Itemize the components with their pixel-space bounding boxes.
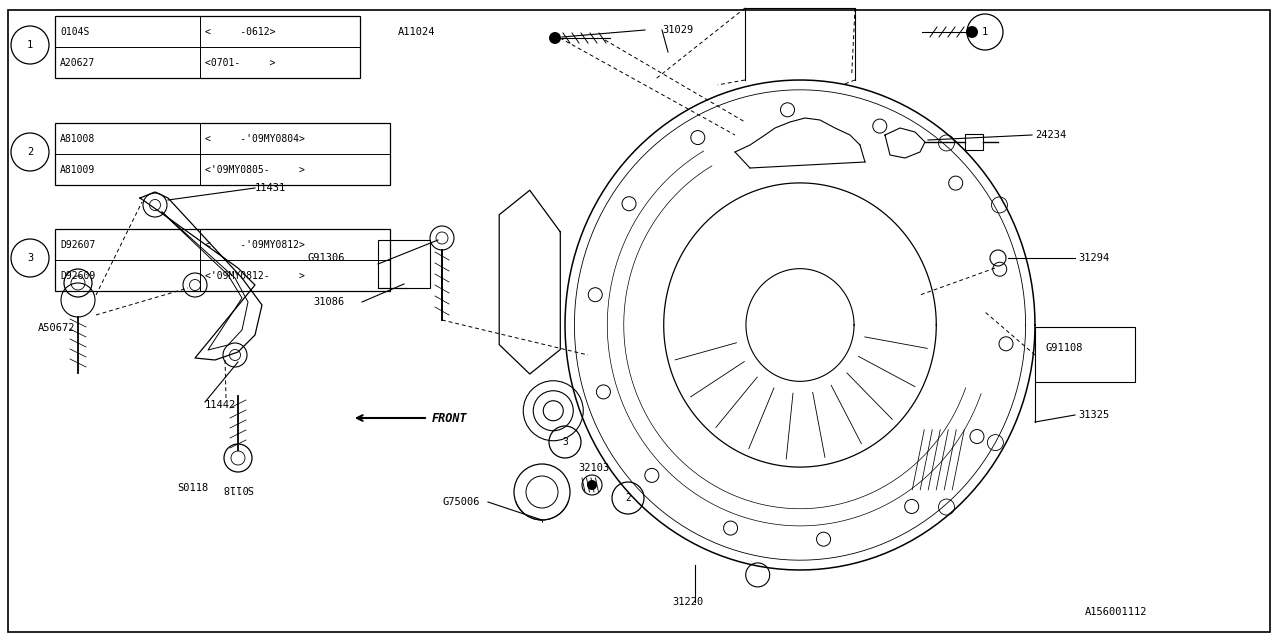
Text: A50672: A50672 <box>38 323 76 333</box>
Text: A11024: A11024 <box>398 27 435 37</box>
Text: 11431: 11431 <box>255 183 287 193</box>
Text: A156001112: A156001112 <box>1085 607 1147 617</box>
Text: 2: 2 <box>625 493 631 503</box>
Bar <box>55 229 390 291</box>
Text: A81008: A81008 <box>60 134 95 143</box>
Text: A20627: A20627 <box>60 58 95 67</box>
Bar <box>378 240 430 288</box>
Text: 3: 3 <box>27 253 33 263</box>
Bar <box>1036 327 1135 382</box>
Text: <0701-     >: <0701- > <box>205 58 275 67</box>
Text: <'09MY0805-     >: <'09MY0805- > <box>205 164 305 175</box>
Text: S0118: S0118 <box>177 483 209 493</box>
Text: 31325: 31325 <box>1078 410 1110 420</box>
Text: 31294: 31294 <box>1078 253 1110 263</box>
Circle shape <box>966 26 978 38</box>
Text: G91108: G91108 <box>1044 343 1083 353</box>
Text: 31220: 31220 <box>672 597 703 607</box>
Text: D92607: D92607 <box>60 239 95 250</box>
Bar <box>55 16 360 78</box>
Text: 11442: 11442 <box>205 400 237 410</box>
Text: 3: 3 <box>562 437 568 447</box>
Text: 32103: 32103 <box>579 463 609 473</box>
Circle shape <box>588 480 596 490</box>
Text: 2: 2 <box>27 147 33 157</box>
Bar <box>965 134 983 150</box>
Text: 1: 1 <box>27 40 33 50</box>
Text: <'09MY0812-     >: <'09MY0812- > <box>205 271 305 280</box>
Text: 0104S: 0104S <box>60 26 90 36</box>
Text: 1: 1 <box>982 27 988 37</box>
Text: <     -'09MY0804>: < -'09MY0804> <box>205 134 305 143</box>
Text: 31086: 31086 <box>314 297 346 307</box>
Text: 24234: 24234 <box>1036 130 1066 140</box>
Circle shape <box>549 32 561 44</box>
Text: D92609: D92609 <box>60 271 95 280</box>
Text: G91306: G91306 <box>307 253 346 263</box>
Text: FRONT: FRONT <box>433 412 467 424</box>
Text: S0118: S0118 <box>221 483 253 493</box>
Bar <box>55 123 390 185</box>
Text: G75006: G75006 <box>442 497 480 507</box>
Text: <     -'09MY0812>: < -'09MY0812> <box>205 239 305 250</box>
Text: A81009: A81009 <box>60 164 95 175</box>
Text: 31029: 31029 <box>662 25 694 35</box>
Text: <     -0612>: < -0612> <box>205 26 275 36</box>
